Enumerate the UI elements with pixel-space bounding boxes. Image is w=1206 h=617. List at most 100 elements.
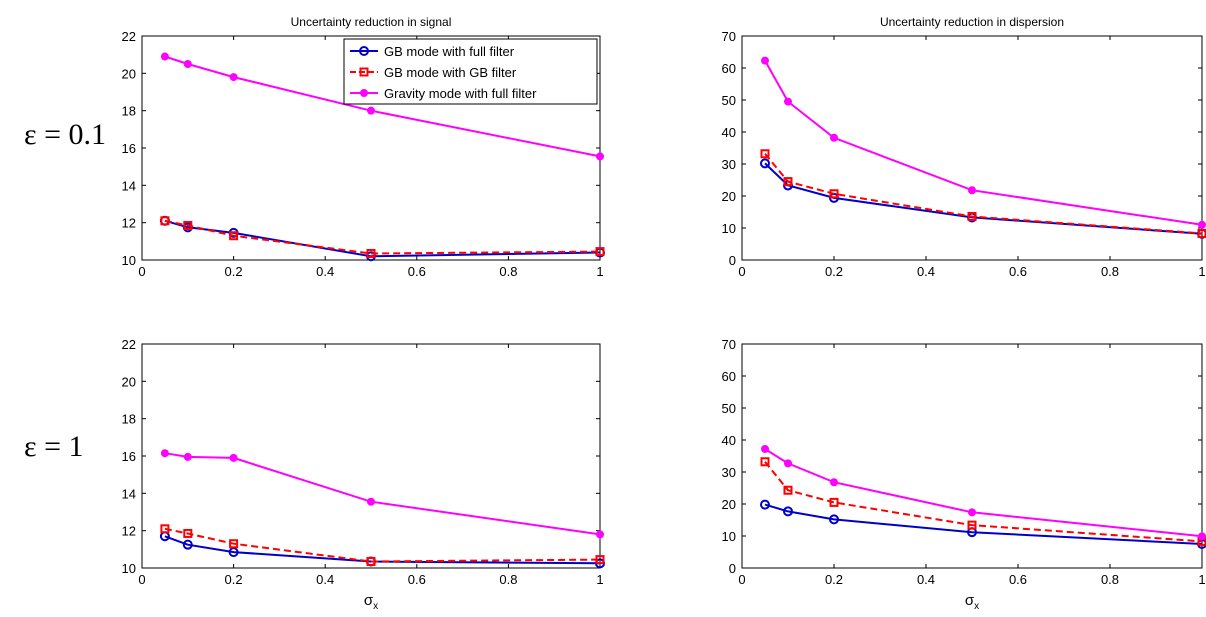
series-2	[160, 216, 605, 258]
y-tick-label: 18	[122, 104, 136, 119]
data-point	[366, 556, 376, 566]
series-line	[164, 527, 601, 563]
chart-panel-3: 0 0.2 0.4 0.6 0.8 1 10 12 14 16 18 20 22 σx	[122, 337, 605, 612]
y-tick-label: 10	[722, 221, 736, 236]
x-tick-label: 1	[1198, 264, 1205, 279]
data-point	[160, 449, 169, 458]
legend-entry-1: GB mode with full filter	[350, 44, 515, 59]
y-tick-label: 12	[122, 524, 136, 539]
data-point	[1198, 532, 1206, 541]
x-axis-label: σx	[965, 592, 979, 612]
x-tick-label: 0.2	[825, 264, 843, 279]
y-tick-label: 20	[122, 66, 136, 81]
legend: GB mode with full filter GB mode with GB …	[343, 38, 598, 105]
y-tick-label: 14	[122, 178, 136, 193]
y-tick-label: 22	[122, 29, 136, 44]
y-tick-label: 40	[722, 125, 736, 140]
legend-label: GB mode with full filter	[384, 44, 515, 59]
data-point	[784, 459, 792, 468]
x-tick-label: 1	[1198, 572, 1205, 587]
legend-marker	[359, 46, 369, 56]
y-tick-label: 30	[722, 157, 736, 172]
data-point	[596, 152, 604, 161]
data-point	[829, 514, 839, 525]
x-tick-label: 0.6	[408, 572, 426, 587]
data-point	[183, 452, 192, 461]
data-point	[367, 497, 375, 506]
data-point	[366, 248, 376, 258]
x-tick-label: 0.4	[917, 572, 935, 587]
legend-entry-2: GB mode with GB filter	[350, 65, 517, 80]
data-point	[160, 524, 170, 534]
y-tick-label: 30	[722, 465, 736, 480]
x-tick-label: 0	[738, 264, 745, 279]
y-tick-label: 20	[122, 374, 136, 389]
data-point	[783, 485, 793, 495]
x-tick-label: 0.8	[499, 572, 517, 587]
x-tick-label: 0.8	[1101, 264, 1119, 279]
y-tick-label: 70	[722, 337, 736, 352]
axes-box	[741, 343, 1203, 569]
y-tick-label: 0	[729, 561, 736, 576]
series-1	[760, 158, 1206, 239]
y-tick-label: 18	[122, 412, 136, 427]
x-tick-label: 0	[738, 572, 745, 587]
axes-box	[141, 343, 601, 569]
data-point	[784, 97, 792, 106]
data-point	[229, 231, 239, 241]
series-line	[764, 448, 1203, 538]
data-point	[783, 177, 793, 187]
data-point	[968, 508, 976, 517]
x-tick-label: 0.2	[825, 572, 843, 587]
data-point	[761, 444, 769, 453]
data-point	[1198, 220, 1206, 229]
y-tick-label: 16	[122, 449, 136, 464]
series-3	[160, 52, 604, 161]
data-point	[783, 506, 793, 517]
data-point	[596, 530, 604, 539]
legend-label: GB mode with GB filter	[384, 65, 517, 80]
chart-title: Uncertainty reduction in signal	[291, 15, 452, 29]
series-line	[164, 452, 601, 536]
x-tick-label: 0.4	[316, 572, 334, 587]
data-point	[760, 158, 770, 169]
y-tick-label: 20	[722, 189, 736, 204]
y-tick-label: 60	[722, 369, 736, 384]
legend-box	[343, 38, 598, 105]
series-2	[160, 524, 605, 566]
series-3	[761, 444, 1206, 541]
data-point	[367, 106, 375, 115]
data-point	[595, 555, 605, 565]
y-tick-label: 10	[122, 253, 136, 268]
legend-entry-3: Gravity mode with full filter	[350, 86, 537, 101]
data-point	[229, 73, 238, 82]
data-point	[160, 216, 170, 226]
axes-box	[741, 35, 1203, 261]
x-tick-label: 0.4	[316, 264, 334, 279]
y-tick-label: 14	[122, 486, 136, 501]
y-tick-label: 50	[722, 93, 736, 108]
series-line	[164, 535, 601, 565]
data-point	[229, 539, 239, 549]
y-tick-label: 50	[722, 401, 736, 416]
data-point	[968, 186, 976, 195]
data-point	[967, 520, 977, 530]
legend-marker	[359, 67, 369, 77]
legend-marker	[360, 89, 368, 97]
x-tick-label: 0.8	[499, 264, 517, 279]
data-point	[829, 189, 839, 199]
series-line	[764, 461, 1203, 543]
y-tick-label: 22	[122, 337, 136, 352]
series-1	[760, 499, 1206, 549]
data-point	[967, 211, 977, 221]
x-tick-label: 0	[138, 264, 145, 279]
y-tick-label: 12	[122, 216, 136, 231]
data-point	[229, 453, 238, 462]
series-line	[764, 503, 1203, 545]
x-tick-label: 0.6	[408, 264, 426, 279]
chart-title: Uncertainty reduction in dispersion	[880, 15, 1064, 29]
row-label-epsilon-0-1: ε = 0.1	[24, 118, 107, 151]
y-tick-label: 0	[729, 253, 736, 268]
